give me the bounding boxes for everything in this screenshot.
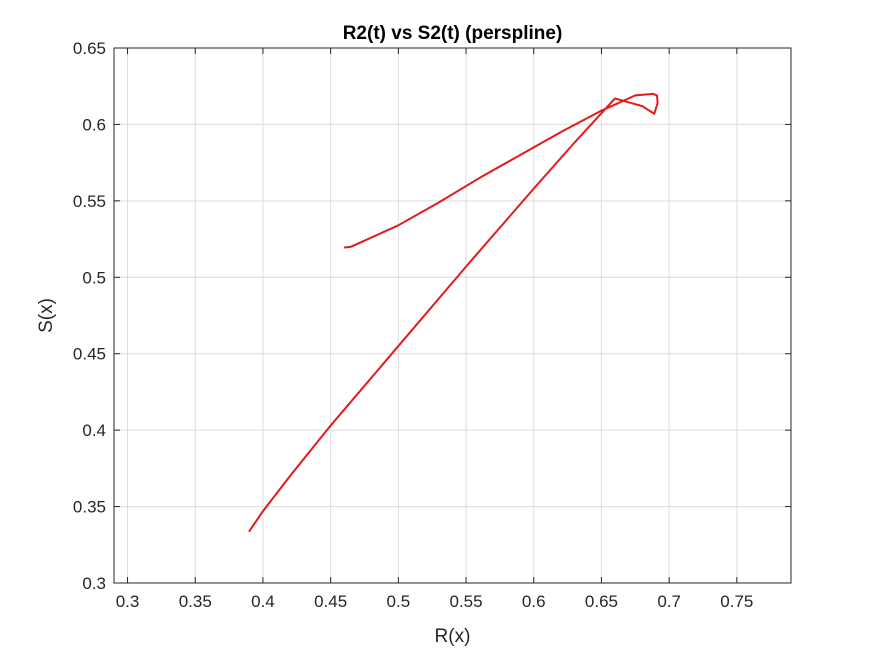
y-axis-label: S(x)	[36, 298, 57, 333]
x-tick-label: 0.4	[251, 592, 275, 611]
x-tick-label: 0.45	[314, 592, 347, 611]
y-tick-label: 0.55	[73, 192, 106, 211]
x-axis-label: R(x)	[435, 626, 471, 647]
y-tick-label: 0.35	[73, 498, 106, 517]
x-tick-label: 0.75	[720, 592, 753, 611]
chart-title: R2(t) vs S2(t) (perspline)	[343, 23, 563, 44]
series-layer	[248, 92, 659, 533]
axes-box	[113, 47, 792, 584]
x-tick-label: 0.7	[657, 592, 681, 611]
x-tick-label: 0.5	[387, 592, 411, 611]
y-tick-label: 0.65	[73, 39, 106, 58]
x-tick-label: 0.3	[116, 592, 140, 611]
ticks: 0.3 0.35 0.4 0.45 0.5 0.55 0.6 0.65 0.7 0.75 0.3 0.…	[73, 39, 791, 611]
y-tick-label: 0.45	[73, 345, 106, 364]
series-line	[248, 92, 659, 533]
y-tick-label: 0.5	[82, 268, 106, 287]
x-tick-label: 0.65	[585, 592, 618, 611]
y-tick-label: 0.4	[82, 421, 106, 440]
y-tick-label: 0.6	[82, 115, 106, 134]
x-tick-label: 0.35	[179, 592, 212, 611]
plot-area	[114, 48, 791, 583]
x-tick-label: 0.6	[522, 592, 546, 611]
x-tick-label: 0.55	[449, 592, 482, 611]
y-tick-label: 0.3	[82, 574, 106, 593]
